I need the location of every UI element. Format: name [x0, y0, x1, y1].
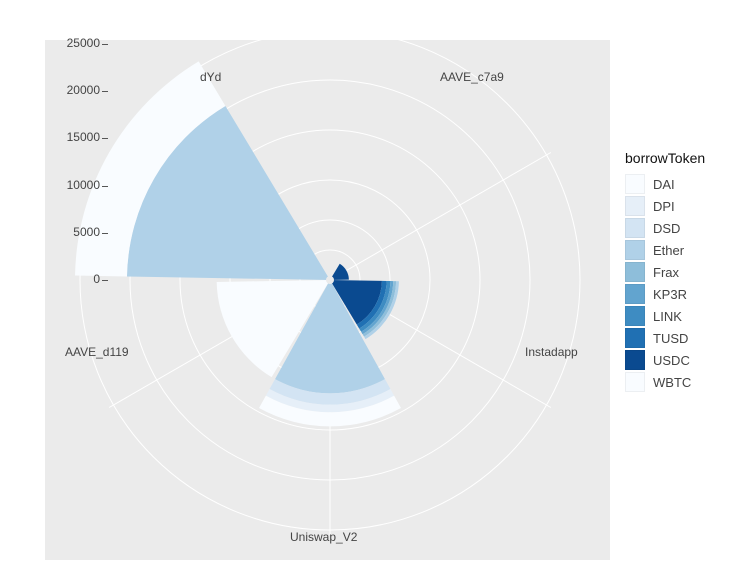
- r-tick-mark: [102, 91, 108, 92]
- r-tick-label: 10000: [50, 178, 100, 192]
- legend: borrowToken DAI DPI DSD Ether Frax KP3R LINK TU…: [625, 150, 705, 394]
- legend-label: Frax: [653, 265, 679, 280]
- legend-item-Frax: Frax: [625, 262, 705, 282]
- r-tick-mark: [102, 233, 108, 234]
- r-tick-label: 5000: [50, 225, 100, 239]
- r-tick-label: 25000: [50, 36, 100, 50]
- legend-label: USDC: [653, 353, 690, 368]
- legend-item-DAI: DAI: [625, 174, 705, 194]
- legend-swatch: [625, 240, 645, 260]
- legend-label: DAI: [653, 177, 675, 192]
- polar-chart-container: borrowToken DAI DPI DSD Ether Frax KP3R LINK TU…: [0, 0, 756, 586]
- category-label: Uniswap_V2: [290, 530, 357, 544]
- legend-item-Ether: Ether: [625, 240, 705, 260]
- legend-swatch: [625, 196, 645, 216]
- legend-item-KP3R: KP3R: [625, 284, 705, 304]
- legend-item-WBTC: WBTC: [625, 372, 705, 392]
- legend-item-USDC: USDC: [625, 350, 705, 370]
- legend-label: WBTC: [653, 375, 691, 390]
- legend-label: Ether: [653, 243, 684, 258]
- r-tick-mark: [102, 280, 108, 281]
- r-tick-mark: [102, 138, 108, 139]
- legend-label: TUSD: [653, 331, 688, 346]
- r-tick-label: 0: [50, 272, 100, 286]
- legend-item-TUSD: TUSD: [625, 328, 705, 348]
- r-tick-mark: [102, 44, 108, 45]
- legend-swatch: [625, 328, 645, 348]
- r-tick-label: 20000: [50, 83, 100, 97]
- legend-title: borrowToken: [625, 150, 705, 166]
- legend-swatch: [625, 218, 645, 238]
- r-tick-label: 15000: [50, 130, 100, 144]
- legend-item-LINK: LINK: [625, 306, 705, 326]
- legend-item-DPI: DPI: [625, 196, 705, 216]
- legend-swatch: [625, 306, 645, 326]
- legend-label: DSD: [653, 221, 680, 236]
- r-tick-mark: [102, 186, 108, 187]
- legend-swatch: [625, 284, 645, 304]
- legend-swatch: [625, 372, 645, 392]
- category-label: dYd: [200, 70, 221, 84]
- category-label: AAVE_c7a9: [440, 70, 504, 84]
- legend-label: KP3R: [653, 287, 687, 302]
- category-label: Instadapp: [525, 345, 578, 359]
- category-label: AAVE_d119: [65, 345, 129, 359]
- legend-swatch: [625, 262, 645, 282]
- legend-label: DPI: [653, 199, 675, 214]
- legend-swatch: [625, 174, 645, 194]
- legend-item-DSD: DSD: [625, 218, 705, 238]
- legend-label: LINK: [653, 309, 682, 324]
- legend-swatch: [625, 350, 645, 370]
